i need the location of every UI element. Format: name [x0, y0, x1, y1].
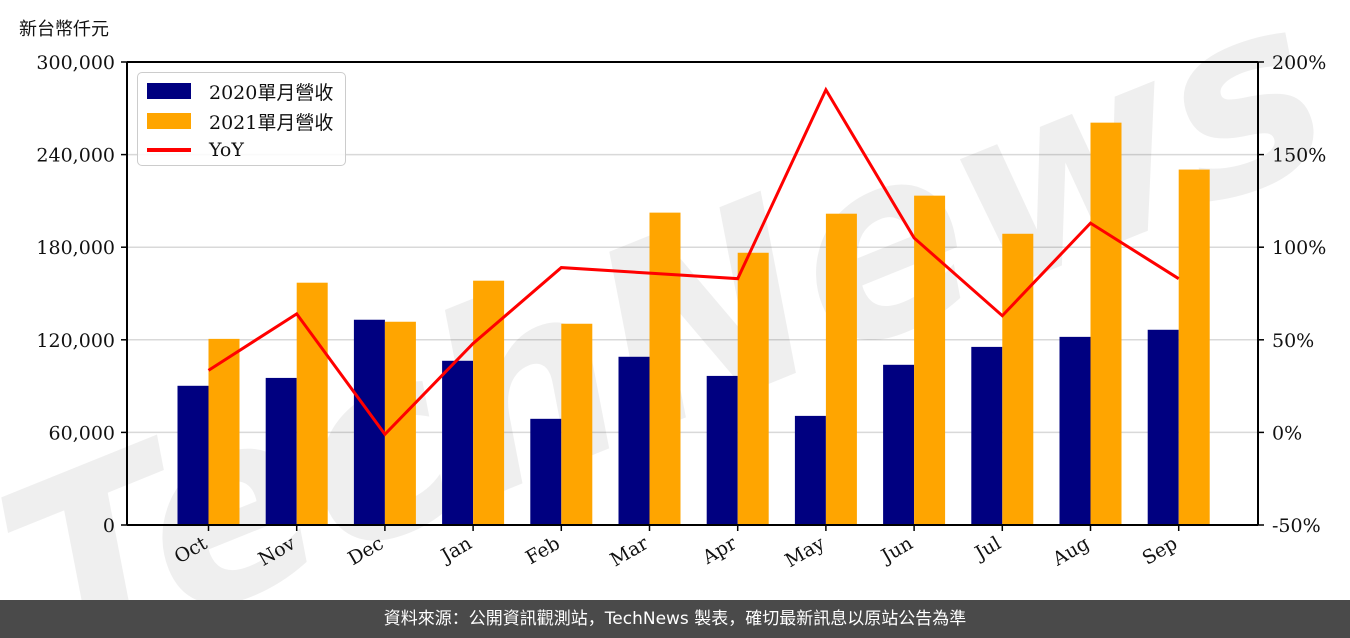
- bar-2021-aug: [1090, 122, 1122, 525]
- legend-line-yoy: [147, 148, 191, 152]
- bar-2020-sep: [1147, 329, 1179, 525]
- y-tick-label: 240,000: [36, 145, 115, 167]
- bar-2020-dec: [353, 319, 385, 525]
- bar-2020-apr: [706, 375, 738, 525]
- y2-tick-label: 0%: [1272, 422, 1302, 444]
- bar-2021-jul: [1002, 233, 1034, 525]
- bar-2020-nov: [265, 377, 297, 525]
- y2-tick-label: 200%: [1272, 52, 1326, 74]
- y2-tick-label: 100%: [1272, 237, 1326, 259]
- bar-2020-feb: [530, 418, 562, 525]
- yoy-line: [207, 86, 1180, 437]
- legend-label-yoy: YoY: [209, 139, 244, 161]
- x-tick-label: Apr: [698, 532, 741, 569]
- y2-tick-label: 150%: [1272, 145, 1326, 167]
- x-tick-label: Jul: [970, 532, 1005, 565]
- bar-2021-jun: [914, 195, 946, 526]
- legend-item-2020: 2020單月營收: [147, 79, 334, 104]
- bar-2020-mar: [618, 356, 650, 525]
- x-tick-label: Aug: [1048, 532, 1093, 571]
- x-tick-label: Sep: [1139, 532, 1182, 569]
- legend-item-2021: 2021單月營收: [147, 109, 334, 134]
- legend: 2020單月營收 2021單月營收 YoY: [137, 72, 346, 166]
- legend-swatch-2020: [147, 83, 191, 99]
- y-axis-unit-label: 新台幣仟元: [19, 19, 109, 40]
- bar-2021-jan: [473, 280, 505, 525]
- bar-2020-jun: [883, 364, 915, 525]
- bar-2021-apr: [737, 252, 769, 526]
- legend-label-2021: 2021單月營收: [209, 111, 334, 134]
- y-tick-label: 120,000: [36, 330, 115, 352]
- x-tick-label: Mar: [606, 532, 652, 571]
- y2-tick-label: 50%: [1272, 330, 1314, 352]
- bar-2020-aug: [1059, 336, 1091, 525]
- bar-2020-jul: [971, 346, 1003, 525]
- bar-2021-dec: [384, 321, 416, 525]
- bar-2021-may: [825, 213, 857, 526]
- bar-2020-may: [794, 415, 826, 525]
- y-tick-label: 0: [103, 515, 115, 537]
- x-tick-label: May: [781, 532, 828, 572]
- bar-2021-sep: [1178, 169, 1210, 526]
- y-tick-label: 60,000: [49, 422, 115, 444]
- bar-2020-oct: [177, 385, 209, 525]
- x-tick-label: Jun: [876, 532, 917, 568]
- bar-2021-feb: [561, 323, 593, 525]
- y-tick-label: 180,000: [36, 237, 115, 259]
- chart-area: 新台幣仟元 TechNews 0 60,000 120,000 180,000 240,0…: [0, 0, 1350, 600]
- legend-item-yoy: YoY: [147, 138, 244, 162]
- y2-tick-label: -50%: [1272, 515, 1321, 537]
- bar-2021-oct: [208, 338, 240, 525]
- source-footer: 資料來源：公開資訊觀測站，TechNews 製表，確切最新訊息以原站公告為準: [0, 600, 1350, 638]
- legend-swatch-2021: [147, 113, 191, 129]
- y-tick-label: 300,000: [36, 52, 115, 74]
- bar-2020-jan: [442, 360, 474, 525]
- bar-2021-mar: [649, 212, 681, 525]
- legend-label-2020: 2020單月營收: [209, 81, 334, 104]
